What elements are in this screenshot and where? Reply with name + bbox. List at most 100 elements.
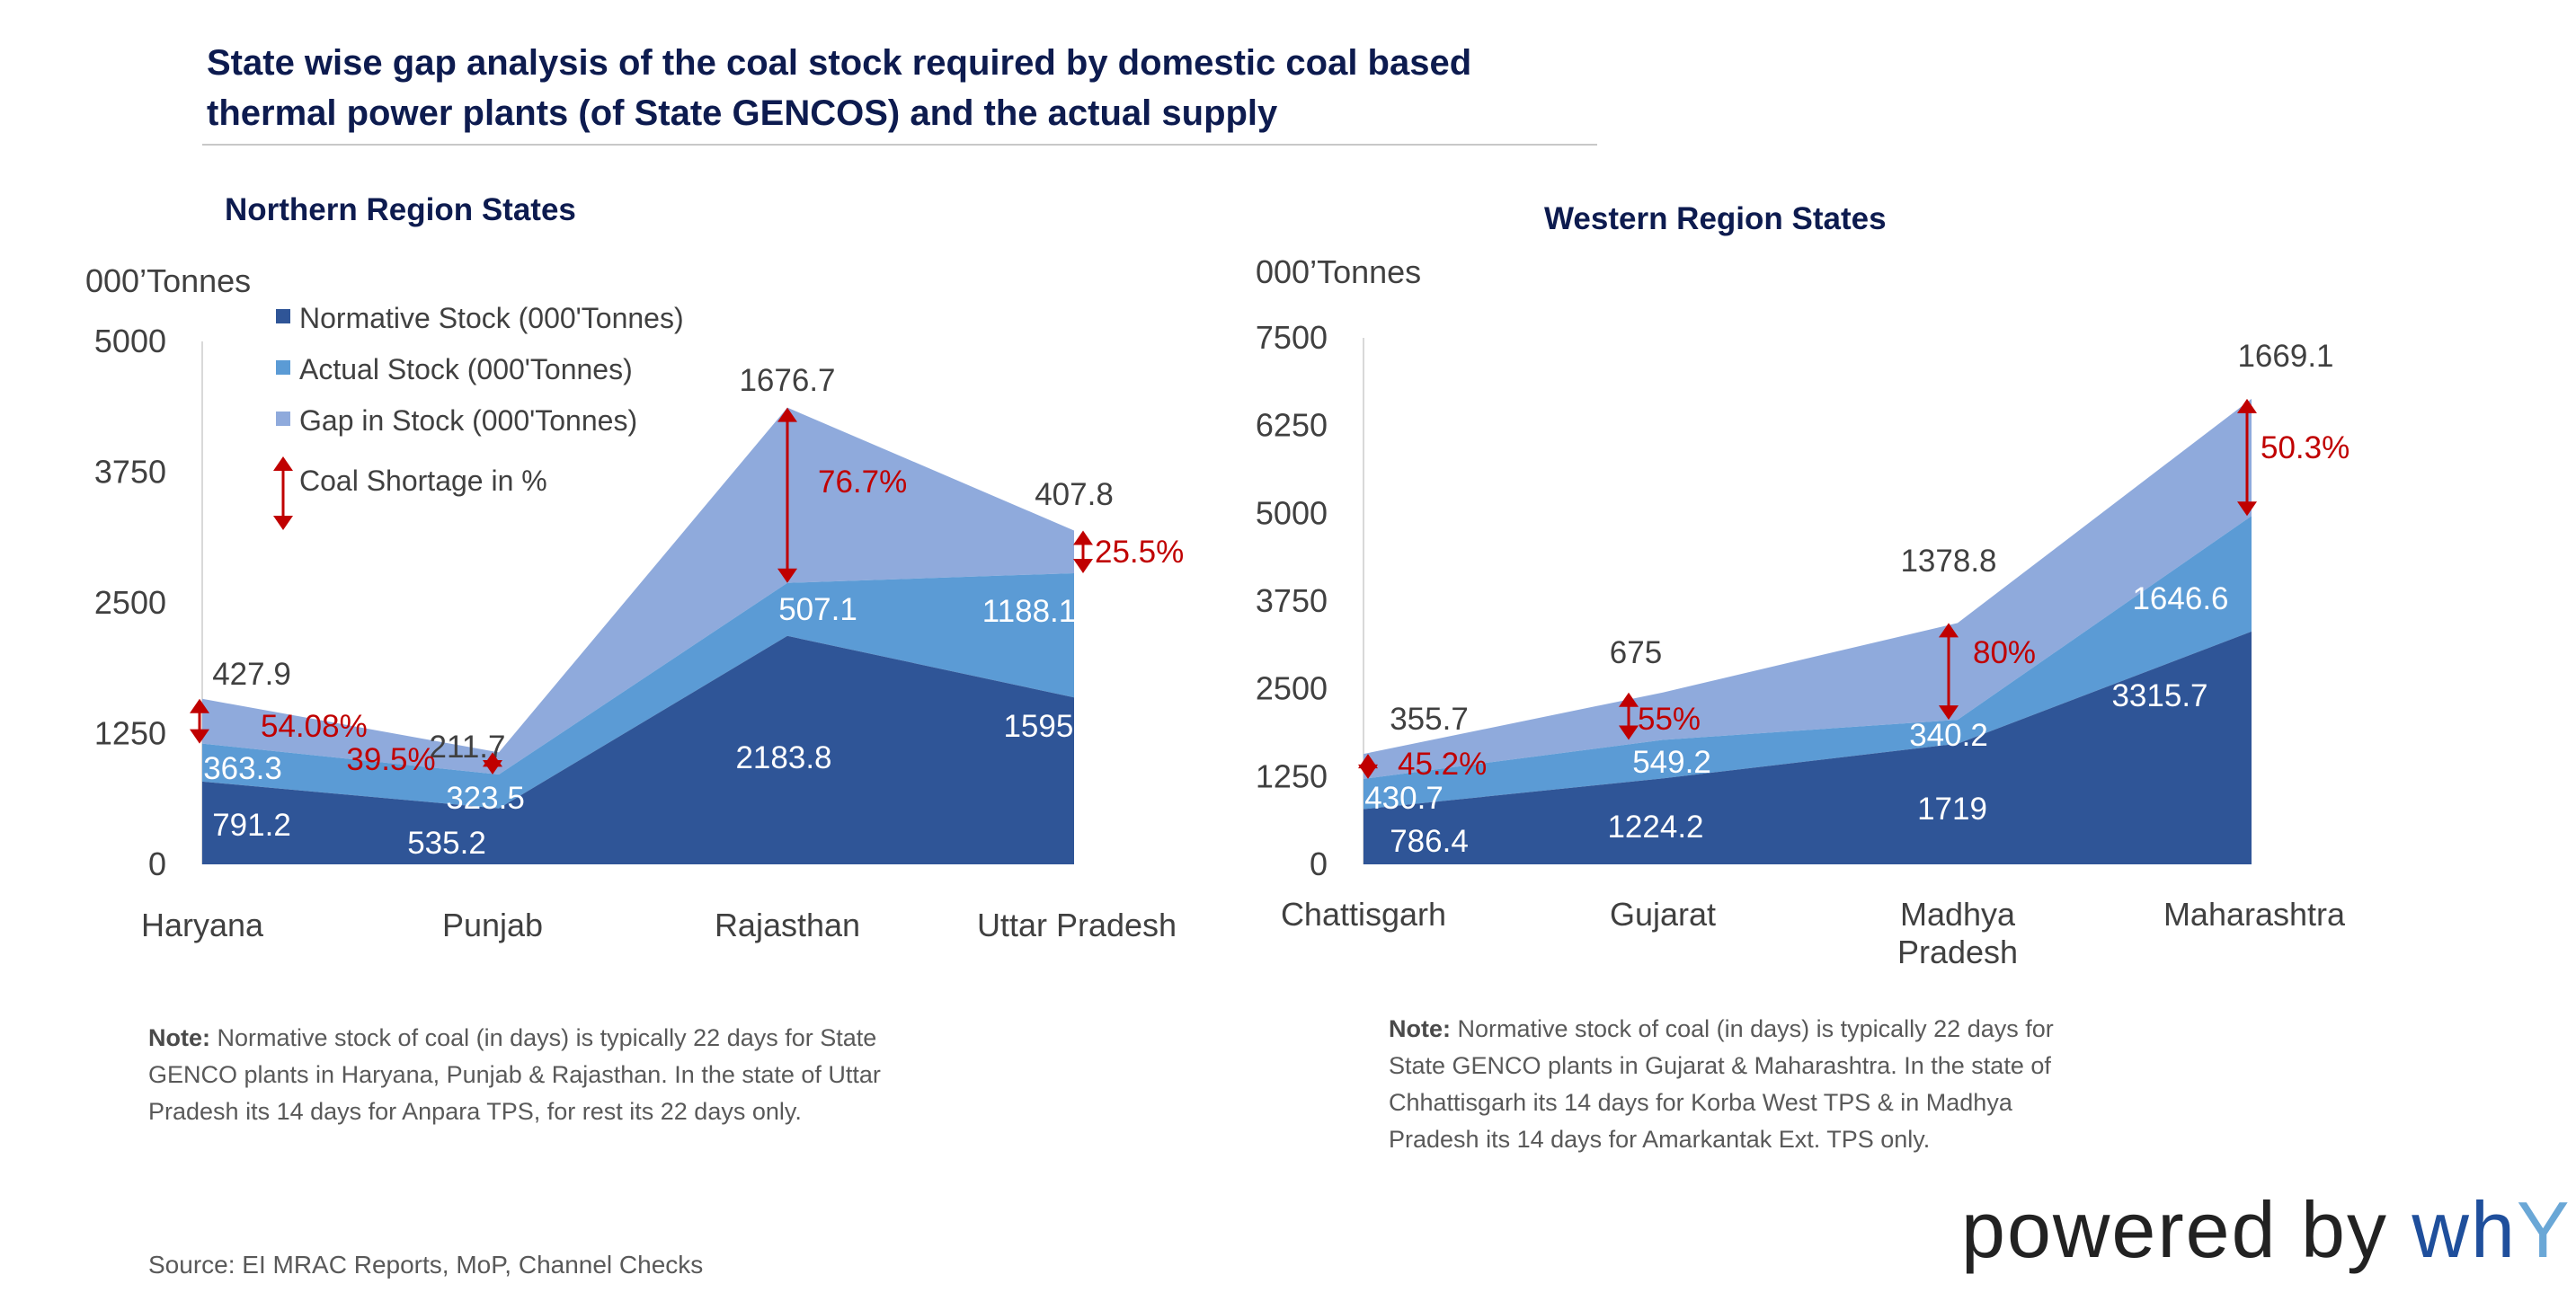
normative-stock-area [1364, 631, 2252, 864]
shortage-pct-label: 55% [1638, 702, 1701, 737]
northern-note-text: Normative stock of coal (in days) is typ… [148, 1024, 881, 1125]
y-tick-label: 2500 [1256, 670, 1328, 707]
normative-value-label: 1719 [1917, 792, 1987, 827]
shortage-arrow-head-down [1358, 764, 1378, 779]
actual-value-label: 507.1 [778, 592, 857, 627]
y-tick-label: 3750 [1256, 582, 1328, 619]
shortage-arrow-head-up [190, 698, 209, 713]
shortage-arrow [777, 407, 797, 583]
brand-y: Y [2516, 1185, 2572, 1274]
actual-value-label: 323.5 [446, 781, 525, 816]
western-region-chart: Western Region States 000’Tonnes 0 1250 2500… [1256, 201, 2349, 970]
legend-label: Actual Stock (000'Tonnes) [299, 353, 633, 385]
actual-value-label: 340.2 [1909, 718, 1988, 753]
brand-logo: powered by whY [1961, 1184, 2572, 1276]
shortage-pct-label: 80% [1973, 635, 2036, 670]
western-note-text: Normative stock of coal (in days) is typ… [1389, 1015, 2054, 1153]
gap-value-label: 355.7 [1390, 702, 1469, 737]
shortage-arrow [1939, 623, 1959, 721]
northern-region-chart: Northern Region States 000’Tonnes 0 1250 250… [85, 192, 1184, 943]
x-tick-label: Madhya [1900, 896, 2016, 933]
actual-stock-area [1364, 516, 2252, 810]
actual-value-label: 1188.1 [982, 594, 1076, 629]
shortage-arrow-head-down [1073, 558, 1093, 573]
actual-value-label: 430.7 [1364, 781, 1443, 816]
normative-stock-area [202, 635, 1074, 864]
x-tick-label: Gujarat [1610, 896, 1716, 933]
gap-value-label: 407.8 [1035, 477, 1114, 512]
shortage-arrow [2237, 398, 2257, 517]
legend-shortage-arrow [273, 456, 293, 530]
gap-value-label: 1676.7 [739, 363, 835, 398]
legend-label: Gap in Stock (000'Tonnes) [299, 404, 637, 437]
x-tick-label: Maharashtra [2163, 896, 2346, 933]
shortage-arrow-head-up [1073, 530, 1093, 545]
western-note-label: Note: [1389, 1015, 1451, 1042]
x-tick-label: Chattisgarh [1281, 896, 1446, 933]
legend-swatch [276, 309, 290, 323]
gap-value-label: 427.9 [212, 657, 291, 692]
x-tick-label: Rajasthan [715, 907, 860, 943]
normative-value-label: 3315.7 [2111, 678, 2207, 713]
shortage-arrow [1358, 754, 1378, 779]
x-tick-label: Pradesh [1897, 934, 2018, 970]
gap-value-label: 1378.8 [1900, 544, 1996, 579]
legend-label: Normative Stock (000'Tonnes) [299, 302, 684, 334]
actual-value-label: 363.3 [203, 751, 282, 786]
brand-prefix: powered by [1961, 1185, 2412, 1274]
x-tick-label: Haryana [141, 907, 264, 943]
x-tick-label: Punjab [442, 907, 543, 943]
legend-swatch [276, 412, 290, 426]
shortage-pct-label: 39.5% [346, 742, 435, 777]
shortage-arrow [1619, 692, 1639, 740]
legend-swatch [276, 360, 290, 375]
shortage-arrow [1073, 530, 1093, 573]
y-tick-label: 0 [1310, 845, 1328, 882]
shortage-arrow-head-up [1939, 623, 1959, 638]
legend-shortage-arrow-head-down [273, 516, 293, 530]
actual-value-label: 549.2 [1632, 745, 1711, 780]
title-divider [202, 144, 1597, 146]
y-tick-label: 7500 [1256, 319, 1328, 356]
shortage-arrow-head-down [777, 568, 797, 583]
western-note: Note: Normative stock of coal (in days) … [1389, 1011, 2099, 1158]
northern-note-label: Note: [148, 1024, 210, 1051]
shortage-arrow-head-down [1939, 705, 1959, 721]
legend-label: Coal Shortage in % [299, 465, 547, 497]
actual-value-label: 1646.6 [2132, 581, 2228, 616]
x-tick-label: Uttar Pradesh [977, 907, 1177, 943]
normative-value-label: 1595.9 [1003, 709, 1099, 744]
normative-value-label: 791.2 [212, 808, 291, 843]
shortage-pct-label: 25.5% [1095, 535, 1184, 570]
shortage-pct-label: 45.2% [1398, 747, 1487, 782]
gap-stock-area [202, 407, 1074, 775]
normative-value-label: 786.4 [1390, 824, 1469, 859]
legend-shortage-arrow-head-up [273, 456, 293, 471]
shortage-arrow-head-up [777, 407, 797, 422]
shortage-pct-label: 76.7% [818, 465, 907, 500]
shortage-arrow [190, 698, 209, 744]
shortage-arrow-head-down [483, 760, 502, 775]
y-tick-label: 1250 [94, 715, 166, 752]
chart-title: Western Region States [1544, 201, 1887, 236]
chart-title: Northern Region States [225, 192, 576, 227]
northern-note: Note: Normative stock of coal (in days) … [148, 1020, 939, 1130]
shortage-arrow-head-down [1619, 725, 1639, 740]
shortage-arrow-head-up [1619, 692, 1639, 707]
normative-value-label: 1224.2 [1607, 810, 1703, 845]
shortage-arrow-head-up [2237, 398, 2257, 413]
y-axis-title: 000’Tonnes [1256, 253, 1421, 290]
y-tick-label: 5000 [94, 323, 166, 359]
page-title: State wise gap analysis of the coal stoc… [207, 43, 1472, 133]
brand-wh: wh [2412, 1185, 2517, 1274]
y-axis-title: 000’Tonnes [85, 262, 251, 299]
y-tick-label: 6250 [1256, 407, 1328, 444]
y-tick-label: 2500 [94, 584, 166, 621]
y-tick-label: 5000 [1256, 494, 1328, 531]
gap-stock-area [1364, 398, 2252, 779]
y-tick-label: 0 [148, 845, 166, 882]
gap-value-label: 1669.1 [2237, 339, 2333, 374]
y-tick-label: 1250 [1256, 757, 1328, 794]
shortage-arrow-head-down [190, 729, 209, 744]
